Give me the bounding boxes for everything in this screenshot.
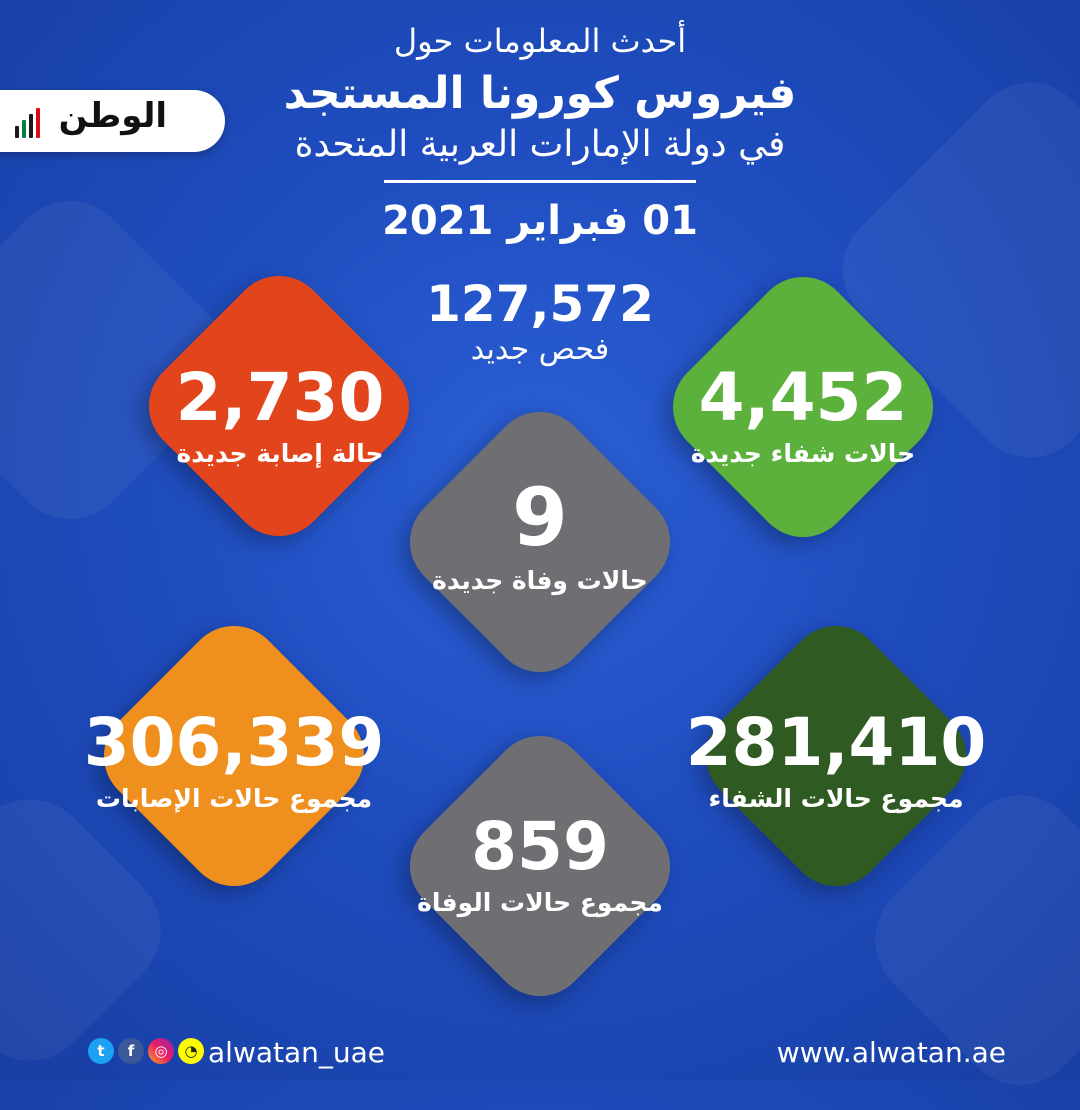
alwatan-logo: الوطن	[0, 90, 225, 152]
website-link[interactable]: www.alwatan.ae	[776, 1036, 1006, 1069]
snapchat-icon[interactable]: ◔	[178, 1038, 204, 1064]
new-deaths-label: حالات وفاة جديدة	[432, 566, 648, 595]
new-cases-value: 2,730	[175, 359, 385, 436]
total-recoveries-stat: 281,410 مجموع حالات الشفاء	[646, 704, 1026, 814]
new-recoveries-stat: 4,452 حالات شفاء جديدة	[613, 359, 993, 469]
new-cases-label: حالة إصابة جديدة	[176, 439, 384, 468]
total-deaths-value: 859	[471, 808, 609, 885]
header-line1: أحدث المعلومات حول	[393, 22, 687, 60]
total-deaths-label: مجموع حالات الوفاة	[417, 888, 663, 917]
new-recoveries-label: حالات شفاء جديدة	[690, 439, 916, 468]
new-tests-label: فحص جديد	[470, 332, 610, 367]
new-deaths-stat: 9 حالات وفاة جديدة	[350, 471, 730, 596]
logo-bars-icon	[15, 104, 51, 138]
total-recoveries-value: 281,410	[685, 704, 987, 781]
new-cases-stat: 2,730 حالة إصابة جديدة	[90, 359, 470, 469]
total-cases-value: 306,339	[83, 704, 385, 781]
header-title: فيروس كورونا المستجد	[283, 68, 797, 119]
report-date: 01 فبراير 2021	[382, 198, 698, 244]
total-cases-stat: 306,339 مجموع حالات الإصابات	[44, 704, 424, 814]
header-line3: في دولة الإمارات العربية المتحدة	[294, 124, 786, 165]
new-tests-value: 127,572	[426, 275, 654, 333]
header-divider	[384, 180, 696, 183]
twitter-icon[interactable]: t	[88, 1038, 114, 1064]
social-handle[interactable]: alwatan_uae	[208, 1036, 386, 1069]
logo-text: الوطن	[58, 96, 167, 136]
facebook-icon[interactable]: f	[118, 1038, 144, 1064]
new-recoveries-value: 4,452	[698, 359, 908, 436]
total-recoveries-label: مجموع حالات الشفاء	[708, 784, 964, 813]
total-cases-label: مجموع حالات الإصابات	[95, 784, 373, 813]
instagram-icon[interactable]: ◎	[148, 1038, 174, 1064]
new-deaths-value: 9	[512, 471, 568, 564]
total-deaths-stat: 859 مجموع حالات الوفاة	[350, 808, 730, 918]
